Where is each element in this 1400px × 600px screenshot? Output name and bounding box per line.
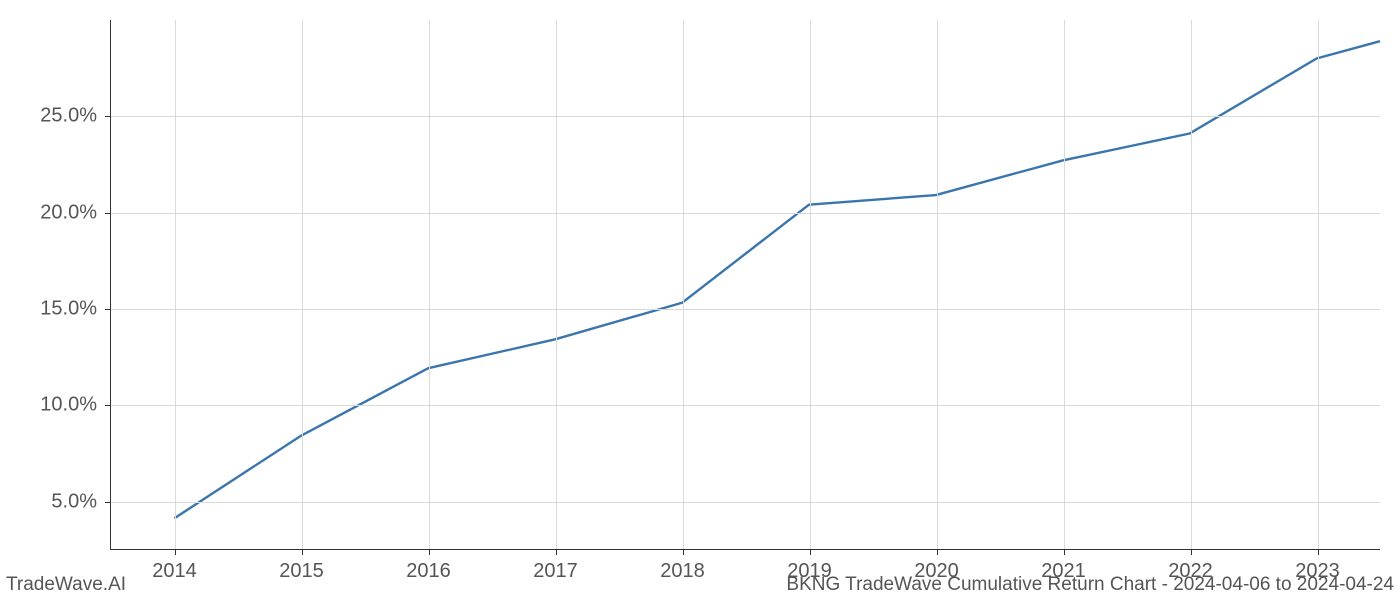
x-tick — [429, 549, 430, 555]
y-tick — [105, 309, 111, 310]
chart-container: 2014201520162017201820192020202120222023… — [110, 20, 1380, 550]
grid-line-vertical — [175, 20, 176, 549]
y-tick-label: 5.0% — [51, 490, 97, 513]
x-tick — [175, 549, 176, 555]
x-tick — [1064, 549, 1065, 555]
return-line — [174, 41, 1380, 518]
footer-caption: BKNG TradeWave Cumulative Return Chart -… — [786, 574, 1394, 596]
y-tick — [105, 502, 111, 503]
x-tick — [810, 549, 811, 555]
x-tick-label: 2015 — [279, 560, 324, 583]
y-tick-label: 20.0% — [40, 201, 97, 224]
x-tick-label: 2018 — [660, 560, 705, 583]
x-tick — [937, 549, 938, 555]
grid-line-horizontal — [111, 502, 1380, 503]
footer-brand: TradeWave.AI — [6, 574, 126, 596]
x-tick-label: 2017 — [533, 560, 578, 583]
grid-line-horizontal — [111, 213, 1380, 214]
grid-line-vertical — [429, 20, 430, 549]
x-tick-label: 2016 — [406, 560, 451, 583]
grid-line-vertical — [1318, 20, 1319, 549]
x-tick-label: 2014 — [152, 560, 197, 583]
x-tick — [683, 549, 684, 555]
x-tick — [556, 549, 557, 555]
y-tick-label: 25.0% — [40, 105, 97, 128]
y-tick-label: 15.0% — [40, 298, 97, 321]
grid-line-horizontal — [111, 116, 1380, 117]
grid-line-vertical — [1064, 20, 1065, 549]
grid-line-vertical — [1191, 20, 1192, 549]
x-tick — [1318, 549, 1319, 555]
y-tick — [105, 213, 111, 214]
grid-line-horizontal — [111, 405, 1380, 406]
grid-line-vertical — [683, 20, 684, 549]
grid-line-vertical — [810, 20, 811, 549]
grid-line-horizontal — [111, 309, 1380, 310]
plot-area: 2014201520162017201820192020202120222023… — [110, 20, 1380, 550]
y-tick — [105, 116, 111, 117]
grid-line-vertical — [302, 20, 303, 549]
y-tick — [105, 405, 111, 406]
grid-line-vertical — [937, 20, 938, 549]
x-tick — [302, 549, 303, 555]
grid-line-vertical — [556, 20, 557, 549]
y-tick-label: 10.0% — [40, 394, 97, 417]
x-tick — [1191, 549, 1192, 555]
